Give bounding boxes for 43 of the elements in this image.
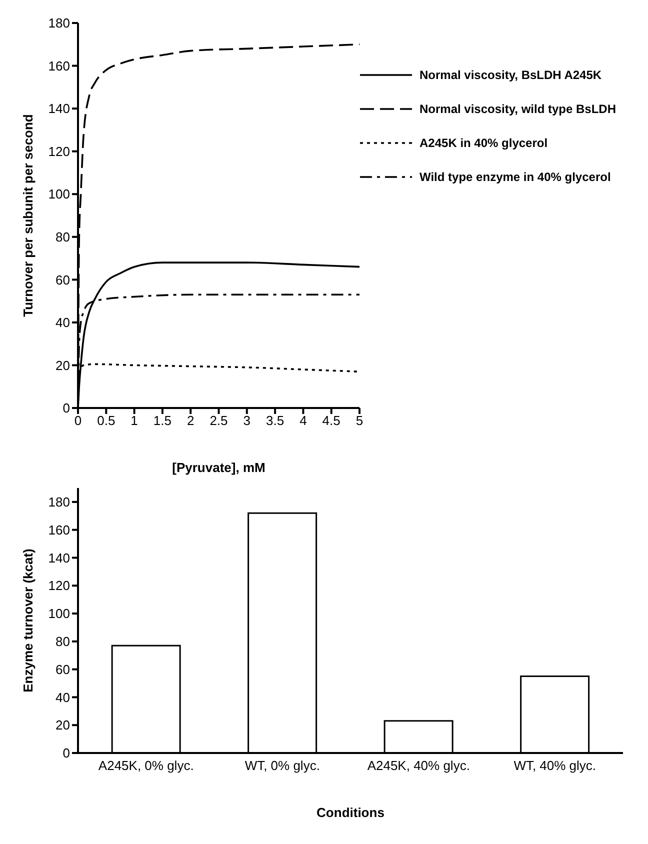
x-tick-label: 1.5 [153, 413, 172, 428]
y-tick-label: 40 [56, 690, 70, 705]
y-tick-label: 20 [56, 358, 70, 373]
x-tick-label: 0.5 [97, 413, 116, 428]
y-tick-label: 80 [56, 230, 70, 245]
x-tick-label: 4 [300, 413, 307, 428]
y-tick-label: 180 [48, 494, 70, 510]
y-tick-label: 60 [56, 272, 70, 288]
x-tick-label: 1 [130, 413, 138, 428]
y-tick-label: 120 [48, 578, 70, 594]
legend-label: A245K in 40% glycerol [420, 136, 548, 150]
y-tick-label: 160 [48, 58, 70, 74]
y-tick-label: 60 [56, 662, 70, 677]
y-tick-label: 160 [48, 522, 70, 538]
x-axis-title: [Pyruvate], mM [172, 460, 266, 476]
x-axis-title: Conditions [316, 805, 384, 820]
y-tick-label: 140 [48, 550, 70, 566]
x-tick-label: WT, 40% glyc. [514, 758, 596, 774]
legend-label: Normal viscosity, BsLDH A245K [420, 68, 602, 82]
y-axis-title: Enzyme turnover (kcat) [20, 548, 36, 692]
x-tick-label: 2 [186, 413, 194, 428]
x-tick-label: 2.5 [210, 413, 228, 428]
y-tick-label: 100 [48, 186, 70, 202]
y-tick-label: 20 [56, 718, 70, 733]
legend-label: Normal viscosity, wild type BsLDH [420, 102, 616, 116]
y-tick-label: 40 [56, 315, 70, 330]
x-tick-label: 5 [356, 413, 364, 428]
y-axis-title: Turnover per subunit per second [20, 114, 36, 317]
x-tick-label: 3 [243, 413, 251, 428]
x-tick-label: WT, 0% glyc. [244, 758, 320, 774]
y-tick-label: 180 [48, 16, 70, 31]
x-tick-label: A245K, 0% glyc. [98, 758, 194, 774]
x-tick-label: 0 [74, 413, 82, 428]
x-tick-label: 3.5 [266, 413, 284, 428]
legend-label: Wild type enzyme in 40% glycerol [420, 170, 611, 184]
y-tick-label: 80 [56, 634, 70, 650]
x-tick-label: A245K, 40% glyc. [367, 758, 470, 774]
x-tick-label: 4.5 [322, 413, 340, 428]
y-tick-label: 100 [48, 606, 70, 622]
y-tick-label: 0 [62, 746, 70, 761]
y-tick-label: 140 [48, 101, 70, 116]
y-tick-label: 0 [62, 400, 70, 416]
y-tick-label: 120 [48, 144, 70, 159]
